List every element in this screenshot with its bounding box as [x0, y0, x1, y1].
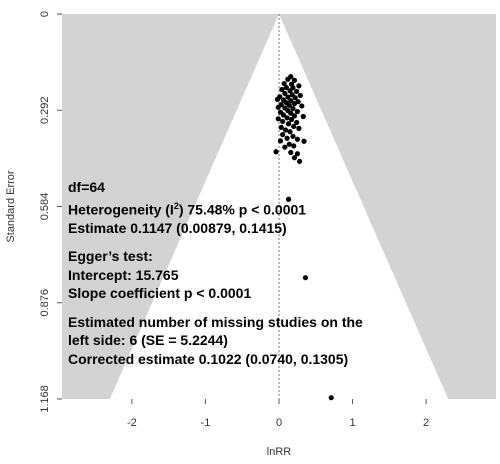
- x-tick-label: 1: [349, 417, 355, 429]
- study-point: [279, 86, 285, 93]
- study-point: [284, 115, 290, 121]
- study-point: [281, 80, 287, 87]
- df-text: df=64: [68, 179, 105, 195]
- y-tick-label: 1.168: [39, 385, 51, 413]
- study-point: [294, 151, 300, 157]
- study-point: [297, 92, 303, 99]
- study-point: [291, 123, 297, 130]
- study-point: [283, 127, 289, 133]
- study-point: [290, 106, 296, 112]
- study-point: [285, 76, 291, 82]
- study-point: [285, 196, 292, 202]
- study-point: [286, 102, 292, 108]
- y-tick-label: 0: [39, 11, 51, 17]
- x-tick-label: 2: [423, 417, 429, 429]
- y-tick-label: 0.292: [39, 96, 51, 124]
- y-axis-title: Standard Error: [5, 170, 17, 242]
- study-point: [301, 138, 307, 144]
- study-point: [287, 129, 293, 135]
- study-point: [274, 96, 281, 102]
- study-point: [288, 149, 294, 156]
- study-point: [292, 95, 298, 101]
- study-point: [280, 112, 287, 118]
- study-point: [288, 98, 294, 104]
- study-point: [296, 158, 303, 164]
- y-tick-label: 0.876: [39, 289, 51, 317]
- y-tick-label: 0.584: [39, 193, 51, 221]
- study-point: [296, 125, 302, 131]
- study-point: [291, 143, 297, 149]
- study-point: [328, 395, 334, 401]
- study-point: [283, 84, 289, 91]
- study-point: [275, 104, 281, 110]
- statistics-annotation: df=64 Heterogeneity (I2) 75.48% p < 0.00…: [68, 178, 428, 368]
- study-point: [282, 90, 288, 97]
- study-point: [302, 275, 309, 281]
- x-tick-label: -2: [127, 417, 137, 429]
- study-point: [287, 88, 293, 94]
- study-point: [285, 94, 291, 100]
- study-point: [294, 108, 300, 115]
- intercept-text: Intercept: 15.765: [68, 266, 179, 283]
- x-tick-label: 0: [276, 417, 282, 429]
- study-point: [275, 116, 281, 122]
- study-point: [288, 110, 294, 116]
- missing-studies-text: Estimated number of missing studies on t…: [68, 313, 363, 330]
- study-point: [285, 121, 292, 127]
- study-point: [284, 135, 290, 141]
- study-point: [280, 132, 286, 138]
- egger-test-heading: Egger’s test:: [68, 248, 153, 265]
- corrected-estimate-text: Corrected estimate 0.1022 (0.0740, 0.130…: [68, 350, 349, 367]
- study-points: [273, 74, 334, 401]
- study-point: [291, 113, 298, 119]
- study-point: [294, 88, 300, 95]
- study-point: [294, 119, 300, 126]
- study-point: [296, 83, 302, 89]
- slope-coefficient-text: Slope coefficient p < 0.0001: [68, 285, 252, 302]
- study-point: [300, 113, 306, 120]
- estimate-text: Estimate 0.1147 (0.00879, 0.1415): [68, 219, 287, 236]
- missing-studies-se-text: left side: 6 (SE = 5.2244): [68, 332, 228, 349]
- study-point: [282, 144, 288, 150]
- x-tick-label: -1: [201, 417, 211, 429]
- study-point: [291, 155, 298, 161]
- study-point: [280, 118, 286, 125]
- study-point: [277, 138, 284, 144]
- study-point: [288, 116, 295, 123]
- study-point: [273, 149, 279, 155]
- study-point: [278, 124, 284, 130]
- x-axis-title: lnRR: [267, 446, 292, 458]
- x-axis: -2 -1 0 1 2: [127, 399, 429, 429]
- heterogeneity-text: Heterogeneity (I2) 75.48% p < 0.0001: [68, 200, 307, 218]
- study-point: [286, 141, 292, 147]
- study-point: [299, 103, 305, 109]
- study-point: [294, 136, 300, 142]
- study-point: [290, 133, 296, 139]
- study-point: [291, 101, 298, 107]
- y-axis: 0 0.292 0.584 0.876 1.168: [39, 11, 62, 413]
- study-point: [291, 77, 298, 83]
